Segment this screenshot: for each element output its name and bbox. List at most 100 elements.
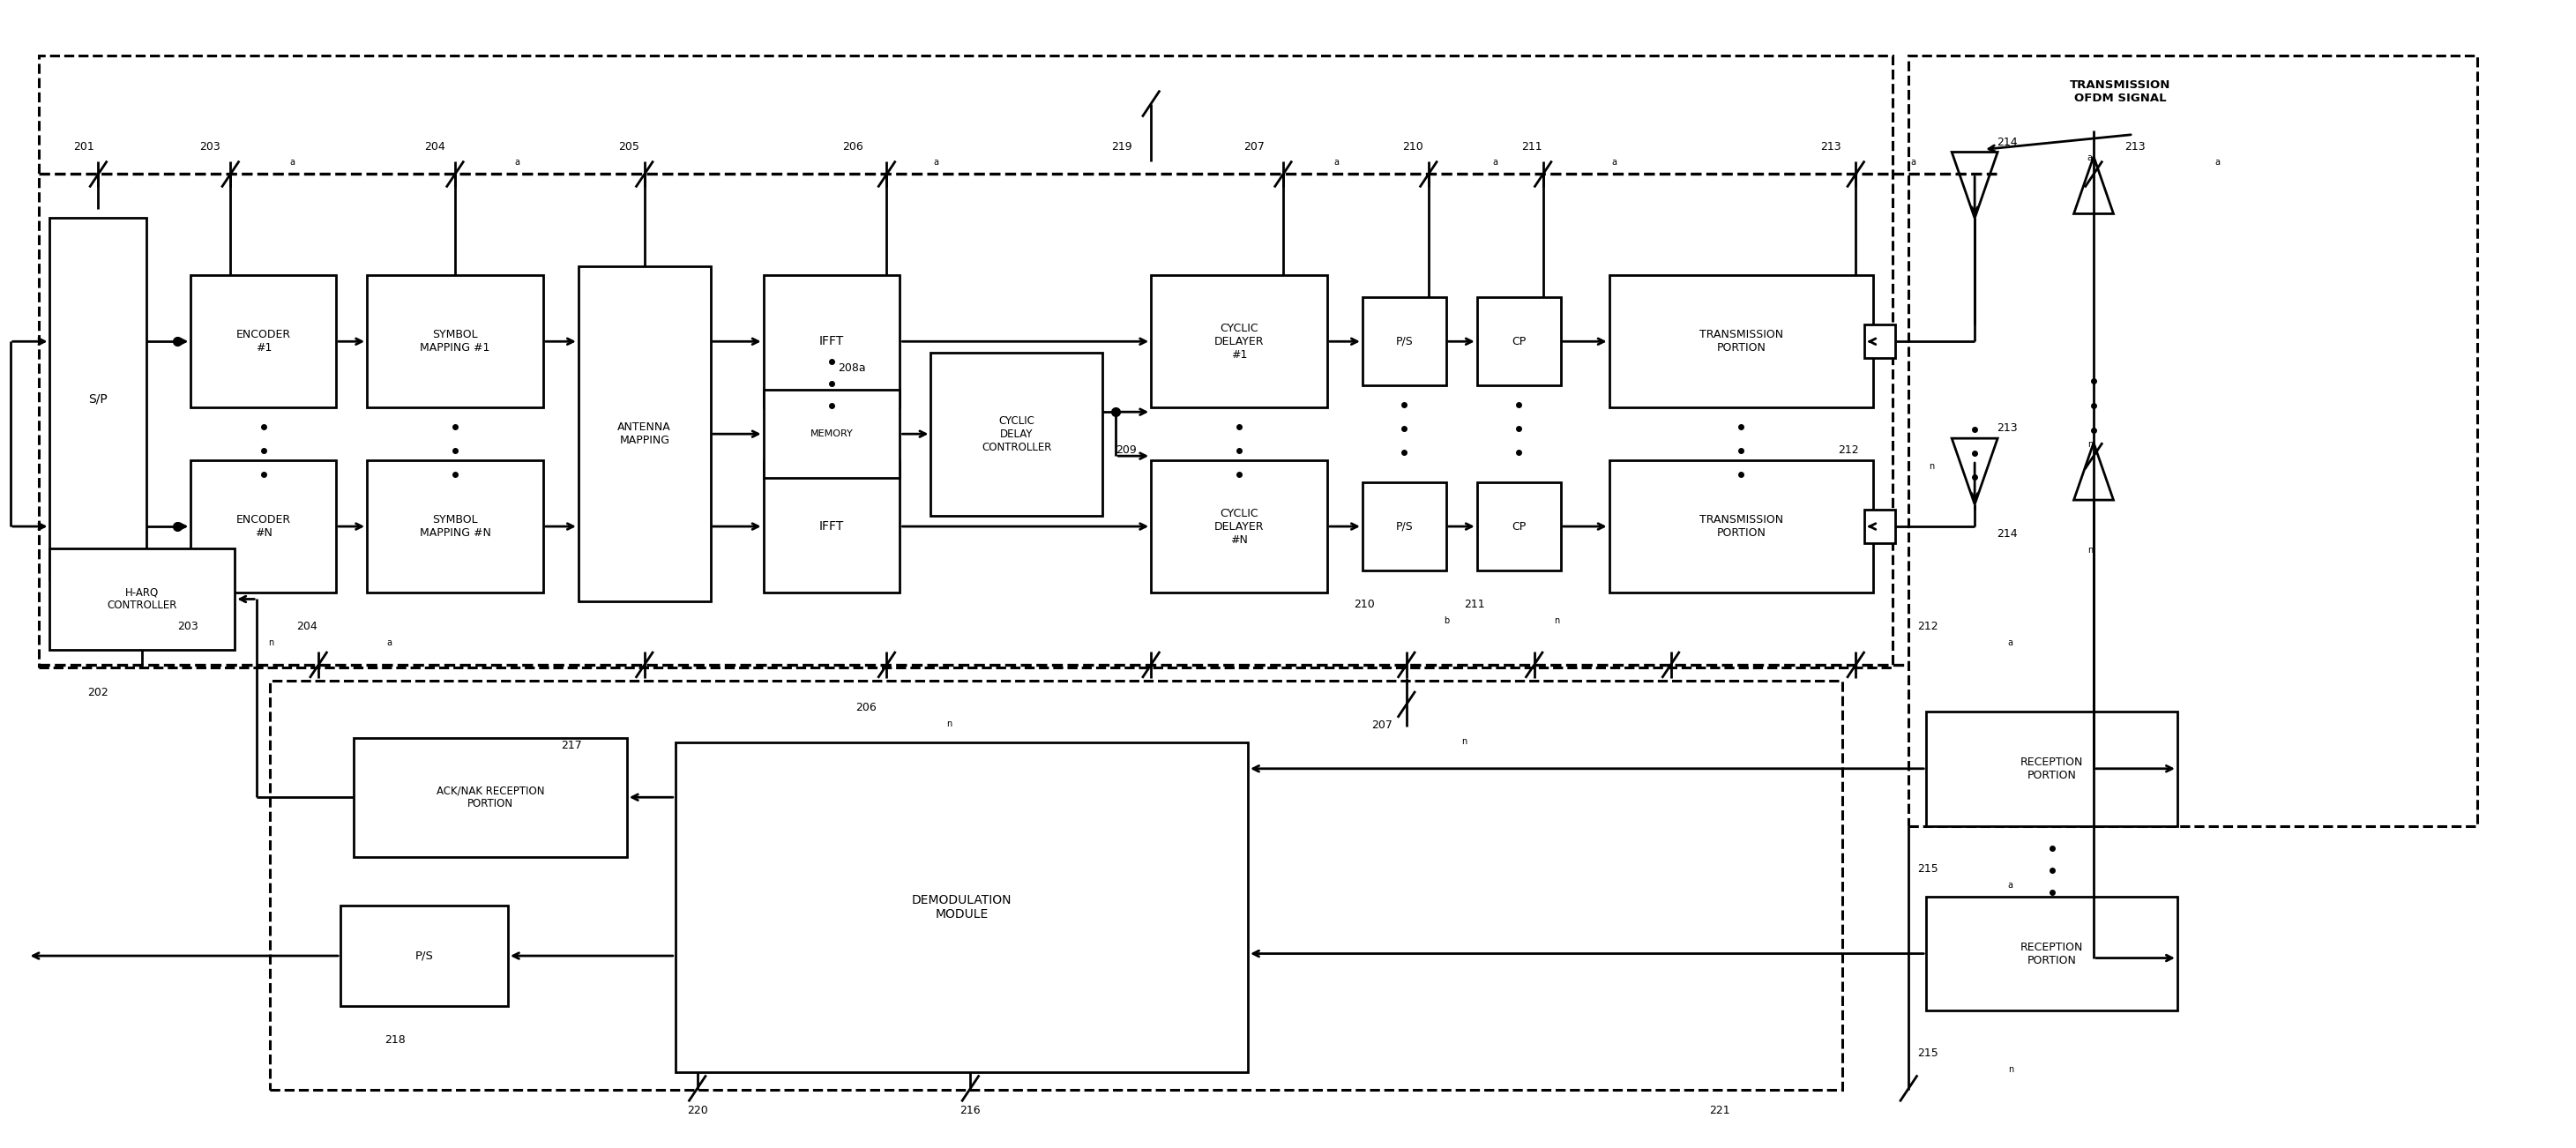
Text: 215: 215 — [1917, 1048, 1937, 1060]
Text: 203: 203 — [178, 621, 198, 633]
Text: n: n — [2087, 545, 2092, 554]
Text: 209: 209 — [1115, 444, 1136, 456]
Text: P/S: P/S — [415, 951, 433, 962]
Text: P/S: P/S — [1396, 521, 1414, 533]
Text: 205: 205 — [618, 141, 639, 152]
FancyBboxPatch shape — [580, 266, 711, 602]
Text: a: a — [933, 158, 938, 168]
Text: 201: 201 — [75, 141, 95, 152]
Text: n: n — [1553, 616, 1558, 625]
Text: 210: 210 — [1401, 141, 1422, 152]
Text: ANTENNA
MAPPING: ANTENNA MAPPING — [618, 421, 672, 447]
FancyBboxPatch shape — [675, 743, 1247, 1072]
FancyBboxPatch shape — [340, 905, 507, 1007]
Text: 213: 213 — [1821, 141, 1842, 152]
Text: P/S: P/S — [1396, 335, 1414, 347]
Text: 221: 221 — [1708, 1106, 1728, 1117]
Text: SYMBOL
MAPPING #1: SYMBOL MAPPING #1 — [420, 329, 489, 354]
Text: 204: 204 — [296, 621, 317, 633]
Text: 214: 214 — [1996, 137, 2017, 148]
FancyBboxPatch shape — [1151, 460, 1327, 592]
FancyBboxPatch shape — [353, 738, 626, 856]
Text: a: a — [2215, 158, 2221, 168]
Text: 219: 219 — [1110, 141, 1133, 152]
Text: 202: 202 — [88, 687, 108, 698]
FancyBboxPatch shape — [762, 460, 899, 592]
Text: a: a — [1613, 158, 1618, 168]
Text: ACK/NAK RECEPTION
PORTION: ACK/NAK RECEPTION PORTION — [435, 785, 544, 809]
FancyBboxPatch shape — [366, 460, 544, 592]
FancyBboxPatch shape — [1927, 712, 2177, 825]
Text: 211: 211 — [1463, 598, 1484, 610]
Text: H-ARQ
CONTROLLER: H-ARQ CONTROLLER — [108, 587, 178, 612]
Text: 208a: 208a — [837, 363, 866, 374]
Text: b: b — [1445, 616, 1450, 625]
Text: SYMBOL
MAPPING #N: SYMBOL MAPPING #N — [420, 514, 489, 538]
Text: 206: 206 — [842, 141, 863, 152]
FancyBboxPatch shape — [49, 549, 234, 650]
Text: 213: 213 — [2125, 141, 2146, 152]
Text: S/P: S/P — [88, 393, 108, 405]
Text: CP: CP — [1512, 521, 1525, 533]
Text: a: a — [2007, 881, 2012, 890]
Text: 207: 207 — [1370, 720, 1391, 731]
Text: a: a — [1334, 158, 1340, 168]
Text: n: n — [268, 638, 273, 647]
FancyBboxPatch shape — [191, 460, 335, 592]
FancyBboxPatch shape — [366, 276, 544, 408]
Text: TRANSMISSION
PORTION: TRANSMISSION PORTION — [1700, 514, 1783, 538]
Text: MEMORY: MEMORY — [811, 429, 853, 439]
Text: 206: 206 — [855, 701, 876, 713]
Text: n: n — [945, 720, 951, 728]
Text: 213: 213 — [1996, 422, 2017, 434]
Text: 211: 211 — [1520, 141, 1543, 152]
Text: a: a — [2007, 638, 2012, 647]
Text: 216: 216 — [961, 1106, 981, 1117]
Text: DEMODULATION
MODULE: DEMODULATION MODULE — [912, 894, 1012, 921]
FancyBboxPatch shape — [1363, 297, 1445, 386]
Text: a: a — [291, 158, 296, 168]
FancyBboxPatch shape — [1865, 510, 1896, 543]
Text: a: a — [1492, 158, 1497, 168]
Text: TRANSMISSION
OFDM SIGNAL: TRANSMISSION OFDM SIGNAL — [2069, 79, 2172, 103]
Text: 214: 214 — [1996, 528, 2017, 540]
Text: 207: 207 — [1244, 141, 1265, 152]
FancyBboxPatch shape — [762, 390, 899, 478]
FancyBboxPatch shape — [762, 276, 899, 408]
Text: n: n — [1929, 463, 1935, 471]
Text: 212: 212 — [1917, 621, 1937, 633]
Text: a: a — [386, 638, 392, 647]
Text: 212: 212 — [1839, 444, 1860, 456]
Text: 217: 217 — [562, 739, 582, 751]
FancyBboxPatch shape — [1476, 297, 1561, 386]
Text: IFFT: IFFT — [819, 520, 845, 533]
Text: 203: 203 — [198, 141, 222, 152]
FancyBboxPatch shape — [1476, 482, 1561, 571]
Text: CYCLIC
DELAYER
#N: CYCLIC DELAYER #N — [1213, 507, 1265, 545]
Text: ENCODER
#1: ENCODER #1 — [237, 329, 291, 354]
FancyBboxPatch shape — [1363, 482, 1445, 571]
FancyBboxPatch shape — [1610, 276, 1873, 408]
FancyBboxPatch shape — [49, 218, 147, 580]
Text: 220: 220 — [688, 1106, 708, 1117]
Text: n: n — [2007, 1065, 2014, 1075]
Text: TRANSMISSION
PORTION: TRANSMISSION PORTION — [1700, 329, 1783, 354]
Text: n: n — [1461, 737, 1468, 746]
Text: a: a — [1911, 158, 1917, 168]
FancyBboxPatch shape — [1610, 460, 1873, 592]
Text: ENCODER
#N: ENCODER #N — [237, 514, 291, 538]
Text: CYCLIC
DELAY
CONTROLLER: CYCLIC DELAY CONTROLLER — [981, 414, 1051, 453]
Text: RECEPTION
PORTION: RECEPTION PORTION — [2020, 941, 2084, 965]
Text: a: a — [2087, 154, 2092, 163]
Text: 215: 215 — [1917, 863, 1937, 875]
Text: 218: 218 — [384, 1034, 404, 1046]
Text: CP: CP — [1512, 335, 1525, 347]
FancyBboxPatch shape — [930, 352, 1103, 515]
Text: IFFT: IFFT — [819, 335, 845, 348]
Text: a: a — [515, 158, 520, 168]
Text: 204: 204 — [425, 141, 446, 152]
FancyBboxPatch shape — [1927, 897, 2177, 1011]
Text: n: n — [2087, 440, 2092, 449]
Text: CYCLIC
DELAYER
#1: CYCLIC DELAYER #1 — [1213, 323, 1265, 360]
Text: RECEPTION
PORTION: RECEPTION PORTION — [2020, 757, 2084, 781]
